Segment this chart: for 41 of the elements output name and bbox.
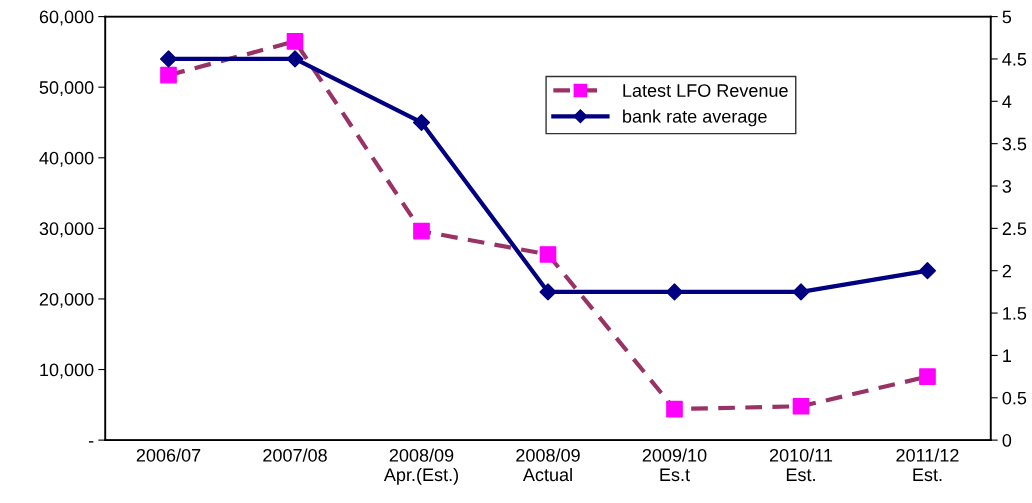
y2-tick-label: 3.5 (1002, 137, 1027, 151)
y-tick-label: - (88, 441, 94, 443)
y-tick-label: 60,000 (39, 10, 94, 26)
point (665, 283, 684, 301)
y2-tick-label: 0.5 (1002, 391, 1027, 405)
x-tick-label: 2011/12 Est. (896, 448, 959, 482)
point (413, 222, 430, 240)
y2-tick-label: 1.5 (1003, 307, 1027, 320)
point (160, 66, 177, 84)
y-tick-label: 10,000 (40, 363, 94, 379)
y-tick-label: 30,000 (39, 222, 94, 238)
y2-tick-label: 0 (1002, 434, 1012, 447)
point (792, 283, 810, 301)
point (666, 400, 683, 418)
x-tick-label: 2008/09 Apr.(Est.) (383, 448, 458, 485)
point (159, 50, 178, 68)
point (919, 368, 936, 385)
y-tick-label: 50,000 (39, 81, 94, 97)
point (539, 283, 557, 301)
y2-tick-label: 1 (1003, 349, 1011, 362)
y2-tick-label: 2.5 (1002, 222, 1027, 236)
point (918, 262, 937, 280)
y2-tick-label: 4 (1002, 95, 1012, 108)
legend-label: Latest LFO Revenue (623, 84, 788, 97)
point (286, 32, 304, 50)
y2-tick-label: 2 (1002, 264, 1011, 278)
y2-tick-label: 5 (1002, 10, 1012, 24)
point (539, 246, 557, 263)
x-tick-label: 2008/09 Actual (516, 448, 580, 482)
point (412, 113, 431, 132)
x-tick-label: 2009/10 Es.t (642, 448, 707, 482)
legend-label: bank rate average (623, 109, 767, 127)
x-tick-label: 2010/11 Est. (769, 448, 833, 482)
y2-tick-label: 4.5 (1002, 53, 1027, 66)
x-tick-label: 2006/07 (136, 448, 201, 462)
x-tick-label: 2007/08 (263, 448, 327, 462)
y-tick-label: 40,000 (39, 151, 94, 167)
y-tick-label: 20,000 (39, 292, 94, 308)
point (286, 50, 304, 68)
y2-tick-label: 3 (1002, 179, 1012, 193)
point (792, 397, 810, 415)
